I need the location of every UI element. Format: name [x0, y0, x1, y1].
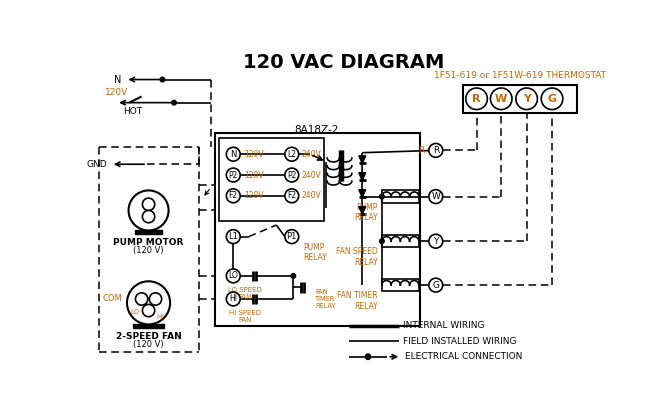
Bar: [133, 323, 164, 328]
Circle shape: [541, 88, 563, 110]
Text: F2: F2: [287, 191, 296, 200]
Text: F2: F2: [228, 191, 238, 200]
Bar: [382, 235, 419, 247]
Text: W: W: [495, 94, 507, 104]
Circle shape: [226, 230, 240, 243]
Text: 1F51-619 or 1F51W-619 THERMOSTAT: 1F51-619 or 1F51W-619 THERMOSTAT: [433, 71, 606, 80]
Circle shape: [285, 189, 299, 203]
Text: HI: HI: [157, 314, 163, 320]
Circle shape: [143, 304, 155, 317]
Text: 2-SPEED FAN: 2-SPEED FAN: [116, 332, 182, 341]
Circle shape: [429, 234, 443, 248]
Text: HOT: HOT: [123, 107, 143, 116]
Text: ELECTRICAL CONNECTION: ELECTRICAL CONNECTION: [405, 352, 523, 361]
Circle shape: [466, 88, 487, 110]
Polygon shape: [358, 207, 366, 214]
Text: GND: GND: [86, 160, 107, 169]
Text: FAN
TIMER
RELAY: FAN TIMER RELAY: [315, 289, 336, 309]
Text: G: G: [547, 94, 557, 104]
Circle shape: [365, 354, 371, 360]
Circle shape: [172, 100, 176, 105]
Bar: [463, 85, 577, 113]
Text: W: W: [431, 192, 440, 201]
Text: LO: LO: [130, 309, 139, 315]
Circle shape: [135, 293, 148, 305]
Circle shape: [429, 143, 443, 157]
Text: COM: COM: [103, 295, 123, 303]
Circle shape: [380, 194, 384, 199]
Polygon shape: [358, 173, 366, 181]
Circle shape: [160, 77, 165, 82]
Text: 240V: 240V: [302, 191, 322, 200]
Circle shape: [143, 198, 155, 210]
Polygon shape: [358, 190, 366, 197]
Circle shape: [429, 190, 443, 204]
Text: 120V: 120V: [244, 191, 264, 200]
Circle shape: [490, 88, 512, 110]
Text: LO: LO: [228, 272, 239, 280]
Circle shape: [226, 168, 240, 182]
Text: HI SPEED
FAN: HI SPEED FAN: [229, 310, 261, 323]
Text: LO SPEED
FAN: LO SPEED FAN: [228, 287, 262, 300]
Circle shape: [291, 274, 295, 278]
Circle shape: [429, 278, 443, 292]
Circle shape: [226, 269, 240, 283]
Text: PUMP
RELAY: PUMP RELAY: [304, 243, 327, 262]
Circle shape: [129, 190, 169, 230]
Polygon shape: [358, 156, 366, 163]
Circle shape: [226, 189, 240, 203]
Text: INTERNAL WIRING: INTERNAL WIRING: [403, 321, 484, 331]
Text: Y: Y: [433, 237, 438, 246]
Bar: [382, 279, 419, 291]
Bar: [219, 138, 324, 221]
Text: P2: P2: [287, 171, 296, 179]
Bar: [135, 230, 162, 234]
Circle shape: [226, 147, 240, 161]
Text: 120V: 120V: [105, 88, 129, 97]
Circle shape: [285, 168, 299, 182]
Text: PUMP
RELAY: PUMP RELAY: [354, 203, 378, 222]
Circle shape: [149, 293, 161, 305]
Text: FIELD INSTALLED WIRING: FIELD INSTALLED WIRING: [403, 337, 516, 346]
Text: P1: P1: [287, 232, 297, 241]
Circle shape: [127, 281, 170, 324]
Bar: [382, 190, 419, 203]
Text: FAN SPEED
RELAY: FAN SPEED RELAY: [336, 247, 378, 267]
Text: (120 V): (120 V): [133, 246, 164, 255]
Text: P2: P2: [228, 171, 238, 179]
Text: 120V: 120V: [244, 171, 264, 179]
Circle shape: [285, 230, 299, 243]
Circle shape: [226, 292, 240, 306]
Text: Y: Y: [523, 94, 531, 104]
Circle shape: [380, 239, 384, 243]
Circle shape: [143, 210, 155, 223]
Text: PUMP MOTOR: PUMP MOTOR: [113, 238, 184, 247]
Circle shape: [285, 147, 299, 161]
Text: L2: L2: [287, 150, 296, 159]
Text: G: G: [432, 281, 440, 290]
Text: L1: L1: [228, 232, 239, 241]
Text: N: N: [230, 150, 237, 159]
Text: 120 VAC DIAGRAM: 120 VAC DIAGRAM: [243, 53, 444, 72]
Text: 8A18Z-2: 8A18Z-2: [294, 124, 338, 134]
Text: R: R: [433, 146, 439, 155]
Text: R: R: [418, 146, 424, 155]
Bar: [215, 133, 420, 326]
Text: R: R: [472, 94, 481, 104]
Circle shape: [516, 88, 537, 110]
Text: N: N: [114, 75, 121, 85]
Text: 240V: 240V: [302, 150, 322, 159]
Text: HI: HI: [229, 295, 237, 303]
Text: 120V: 120V: [244, 150, 264, 159]
Text: FAN TIMER
RELAY: FAN TIMER RELAY: [338, 291, 378, 311]
Text: (120 V): (120 V): [133, 340, 164, 349]
Text: 240V: 240V: [302, 171, 322, 179]
